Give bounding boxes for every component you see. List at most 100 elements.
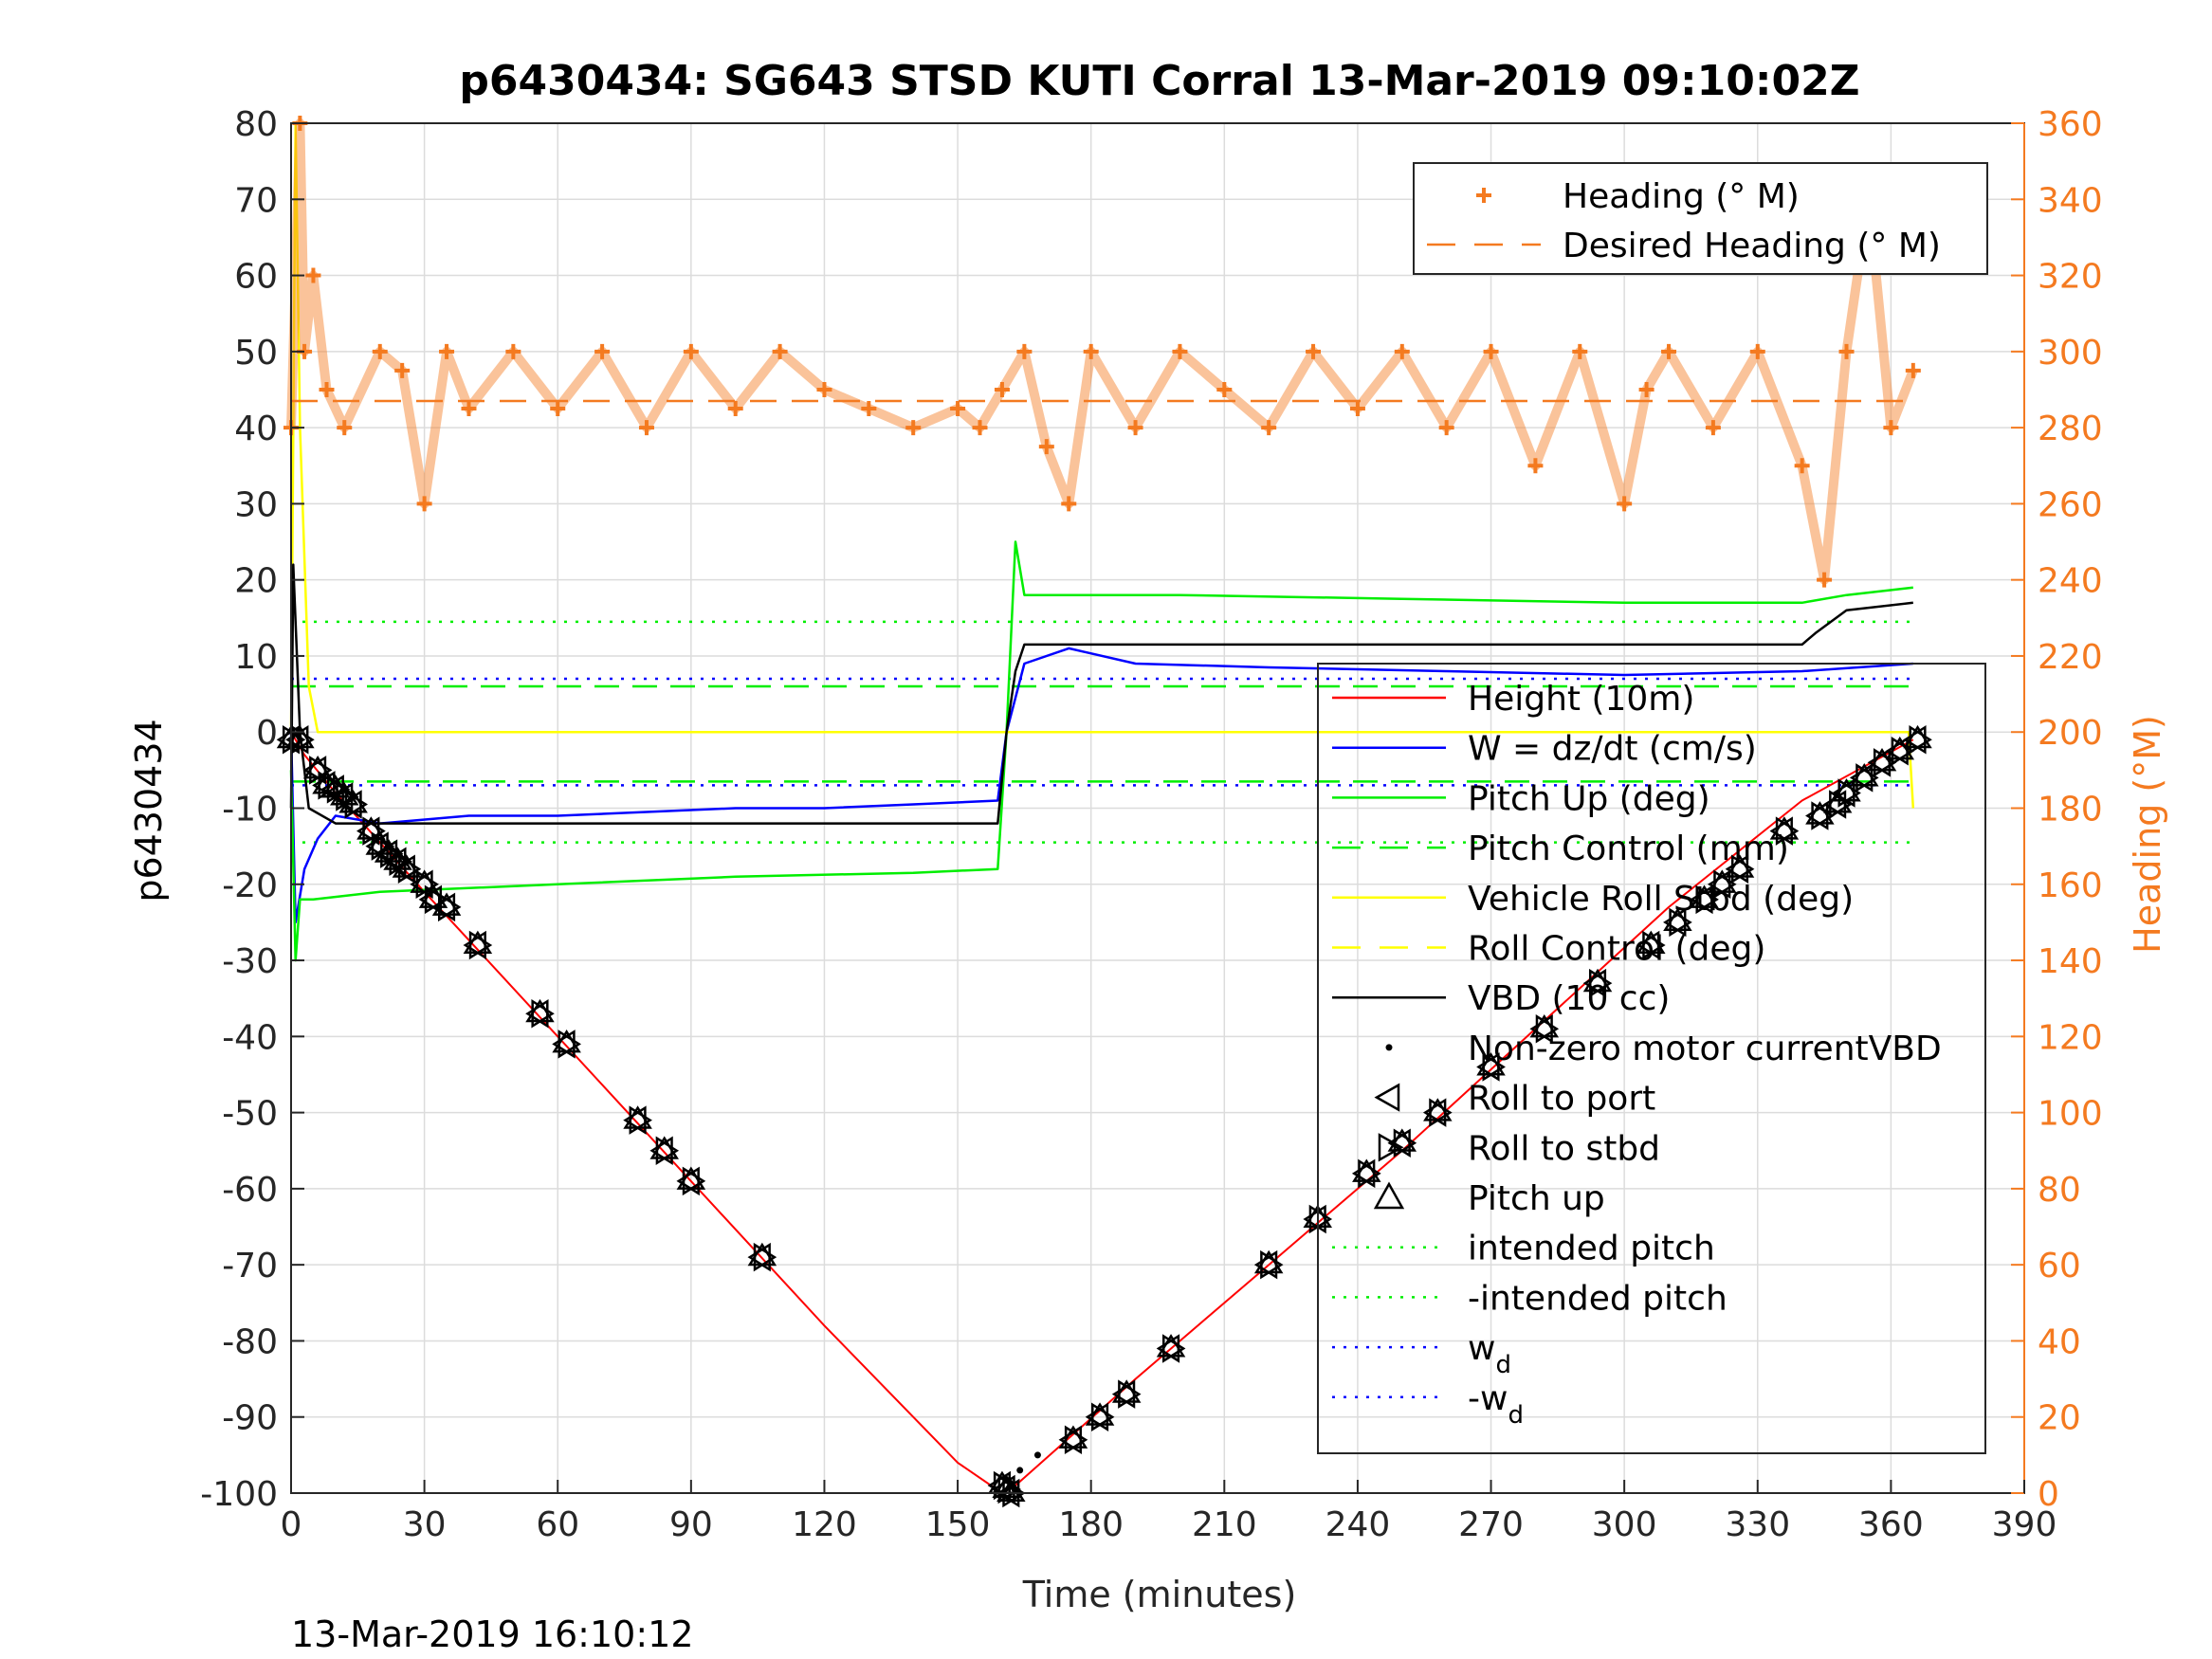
heading-point [1527, 458, 1544, 474]
y-tick-label: -90 [222, 1399, 278, 1438]
heading-point [1749, 343, 1765, 359]
left-axis-ticks: -100-90-80-70-60-50-40-30-20-10010203040… [200, 105, 304, 1514]
pitch-up-marker [1805, 801, 1835, 825]
y-tick-label: 40 [234, 410, 278, 448]
heading-point [1661, 343, 1677, 359]
y2-axis-label: Heading (°M) [2127, 715, 2168, 954]
legend-main-label: intended pitch [1468, 1230, 1715, 1268]
pitch-up-marker [463, 930, 493, 955]
heading-point [1705, 420, 1721, 436]
y2-tick-label: 160 [2038, 866, 2103, 905]
heading-point [1905, 362, 1921, 378]
y-tick-label: 0 [256, 714, 278, 753]
y2-tick-label: 280 [2038, 410, 2103, 448]
legend-main-box [1317, 663, 1986, 1454]
heading-point [1794, 458, 1810, 474]
heading-point [1261, 420, 1277, 436]
heading-point [505, 343, 521, 359]
legend-swatch [1374, 1083, 1400, 1112]
y-tick-label: 60 [234, 258, 278, 297]
y-tick-label: -100 [200, 1475, 278, 1514]
legend-main-label: Pitch Control (mm) [1468, 830, 1789, 868]
heading-point [305, 267, 321, 283]
heading-point [1349, 401, 1365, 417]
y-tick-label: -20 [222, 866, 278, 905]
bottom-axis-ticks: 0 30 60 90 120 150 180 210 240 270 300 330 360 390 [281, 1480, 2057, 1544]
pitch-up-marker [1529, 1013, 1560, 1038]
heading-point [1306, 343, 1322, 359]
pitch-up-marker [1769, 816, 1800, 840]
y2-tick-label: 320 [2038, 258, 2103, 297]
y-tick-label: -30 [222, 942, 278, 981]
heading-point [1838, 343, 1855, 359]
pitch-up-marker [1476, 1052, 1506, 1076]
legend-main-label: Height (10m) [1468, 680, 1694, 719]
y2-tick-label: 260 [2038, 485, 2103, 524]
heading-point [1483, 343, 1499, 359]
heading-point [416, 496, 432, 512]
heading-point [816, 381, 832, 397]
legend-main-label: Roll Control (deg) [1468, 930, 1765, 969]
y-tick-label: -60 [222, 1171, 278, 1210]
legend-heading: Heading (° M) Desired Heading (° M) [1413, 162, 1988, 275]
y2-tick-label: 140 [2038, 942, 2103, 981]
heading-point [994, 381, 1010, 397]
pitch-up-marker [1867, 747, 1897, 772]
y2-tick-label: 300 [2038, 334, 2103, 373]
vbd-motor-dot [1016, 1467, 1024, 1474]
legend-main-label: Pitch Up (deg) [1468, 779, 1710, 818]
y-tick-label: 80 [234, 105, 278, 144]
y-tick-label: -50 [222, 1095, 278, 1134]
heading-point [950, 401, 966, 417]
x-tick-label: 0 [281, 1505, 302, 1544]
pitch-up-marker [1058, 1425, 1088, 1449]
y2-tick-label: 340 [2038, 181, 2103, 220]
y-tick-label: 30 [234, 485, 278, 524]
heading-point [638, 420, 654, 436]
series-line-4 [289, 563, 1913, 825]
y2-tick-label: 0 [2038, 1475, 2059, 1514]
x-tick-label: 60 [536, 1505, 579, 1544]
x-tick-label: 120 [792, 1505, 857, 1544]
pitch-up-marker [285, 724, 315, 749]
markers-layer [276, 724, 1932, 1508]
legend-heading-label: Desired Heading (° M) [1563, 227, 1941, 265]
legend-main-label: VBD (10 cc) [1468, 979, 1670, 1018]
pitch-up-marker [525, 998, 555, 1023]
y-tick-label: 50 [234, 334, 278, 373]
legend-swatch [1476, 188, 1491, 203]
pitch-up-marker [552, 1030, 581, 1053]
legend-main-label: Pitch up [1468, 1179, 1605, 1218]
legend-swatch [1378, 1133, 1404, 1162]
x-tick-label: 270 [1458, 1505, 1524, 1544]
series-line-2 [289, 540, 1913, 962]
x-tick-label: 360 [1858, 1505, 1924, 1544]
y2-tick-label: 20 [2038, 1399, 2081, 1438]
reference-lines [291, 620, 1913, 844]
y-tick-label: -70 [222, 1247, 278, 1285]
footer-timestamp: 13-Mar-2019 16:10:12 [291, 1613, 694, 1655]
pitch-up-marker [1352, 1158, 1381, 1182]
pitch-up-marker [1253, 1249, 1284, 1274]
legend-main-label: Vehicle Roll Stbd (deg) [1468, 880, 1854, 919]
series-line-heading [286, 118, 1918, 585]
y2-tick-label: 180 [2038, 791, 2103, 830]
legend-subscript: d [1495, 1351, 1511, 1379]
pitch-up-marker [1111, 1379, 1142, 1403]
x-tick-label: 180 [1058, 1505, 1124, 1544]
x-tick-label: 390 [1992, 1505, 2057, 1544]
heading-point [1617, 496, 1633, 512]
heading-point [727, 401, 743, 417]
heading-point [1817, 572, 1833, 588]
pitch-up-marker [1085, 1402, 1115, 1426]
heading-point [1638, 381, 1654, 397]
y2-tick-label: 360 [2038, 105, 2103, 144]
heading-point [683, 343, 699, 359]
x-tick-label: 240 [1325, 1505, 1391, 1544]
y-tick-label: -10 [222, 791, 278, 830]
heading-point [1083, 343, 1099, 359]
legend-heading-label: Heading (° M) [1563, 177, 1800, 216]
heading-point [1394, 343, 1410, 359]
heading-point [1127, 420, 1143, 436]
